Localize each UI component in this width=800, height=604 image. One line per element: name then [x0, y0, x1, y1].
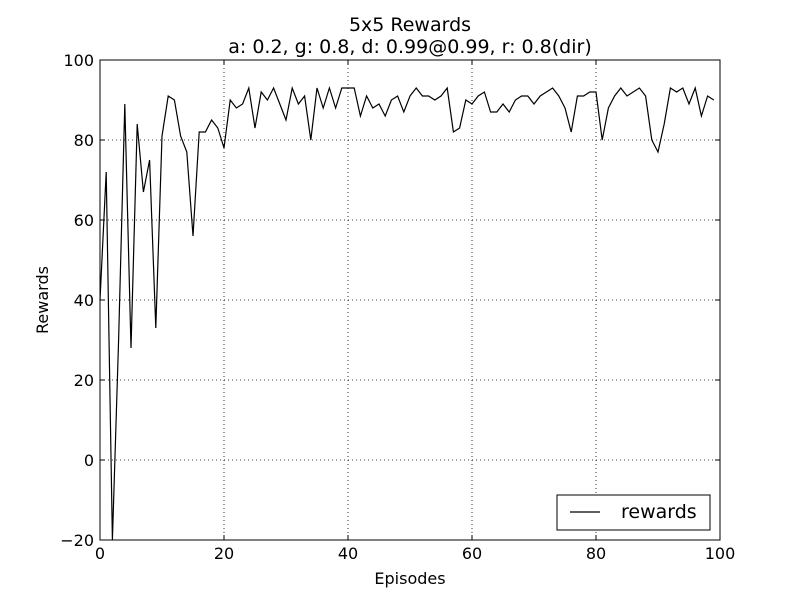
y-tick-label: 60 — [74, 211, 94, 230]
y-axis-label: Rewards — [33, 266, 52, 334]
x-tick-label: 80 — [586, 544, 606, 563]
y-tick-label: 100 — [63, 51, 94, 70]
x-tick-label: 100 — [705, 544, 736, 563]
x-tick-label: 40 — [338, 544, 358, 563]
legend-label-rewards: rewards — [621, 501, 697, 523]
x-axis-label: Episodes — [374, 569, 445, 588]
series-line-rewards — [99, 85, 715, 541]
y-tick-label: 80 — [74, 131, 94, 150]
y-tick-label: 20 — [74, 371, 94, 390]
chart-subtitle: a: 0.2, g: 0.8, d: 0.99@0.99, r: 0.8(dir… — [228, 36, 591, 58]
x-tick-label: 60 — [462, 544, 482, 563]
y-tick-label: 0 — [84, 451, 94, 470]
y-tick-label: 40 — [74, 291, 94, 310]
grid-lines — [100, 60, 720, 540]
legend: rewards — [556, 494, 711, 531]
x-tick-label: 20 — [214, 544, 234, 563]
plot-series — [99, 85, 715, 541]
x-tick-label: 0 — [95, 544, 105, 563]
chart-title: 5x5 Rewards — [349, 14, 471, 36]
y-tick-label: −20 — [60, 531, 94, 550]
